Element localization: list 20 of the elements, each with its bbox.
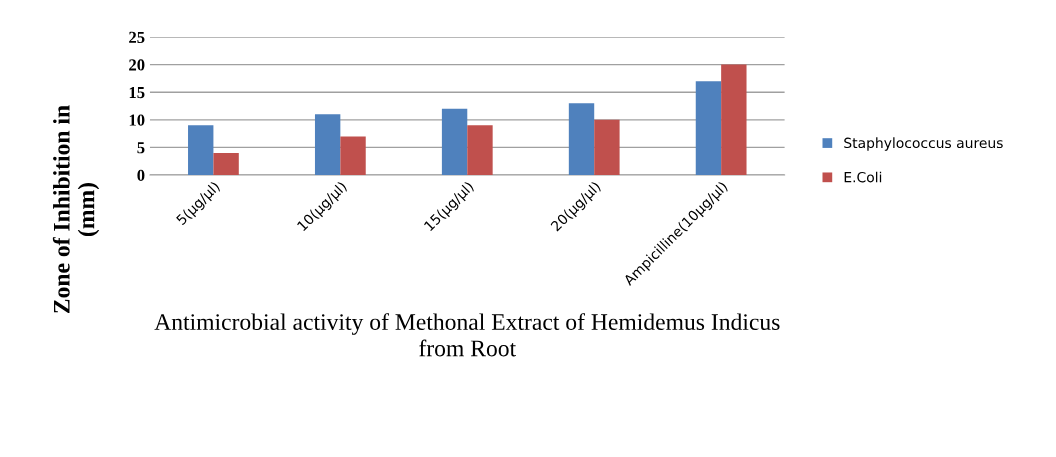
bar (314, 114, 341, 176)
bar (213, 152, 239, 176)
bar (568, 103, 595, 176)
legend-label: E.Coli (844, 171, 882, 183)
bar (340, 136, 366, 176)
y-tick-label: 10 (129, 114, 145, 126)
bar (721, 64, 747, 176)
y-tick-label: 20 (129, 59, 145, 71)
y-tick-label: 25 (129, 31, 145, 43)
bar (188, 125, 214, 176)
y-tick-label: 0 (137, 169, 145, 181)
bar (594, 119, 620, 176)
bar (441, 108, 468, 176)
bar (695, 81, 722, 176)
y-axis-title: Zone of Inhibition in (mm) (52, 105, 100, 314)
bar (467, 125, 493, 176)
y-tick-label: 5 (137, 142, 145, 154)
legend-label: Staphylococcus aureus (844, 137, 1003, 151)
x-axis-title: Antimicrobial activity of Methonal Extract of Hemidemus Indicus from Root (154, 313, 780, 357)
y-tick-label: 15 (129, 87, 145, 99)
